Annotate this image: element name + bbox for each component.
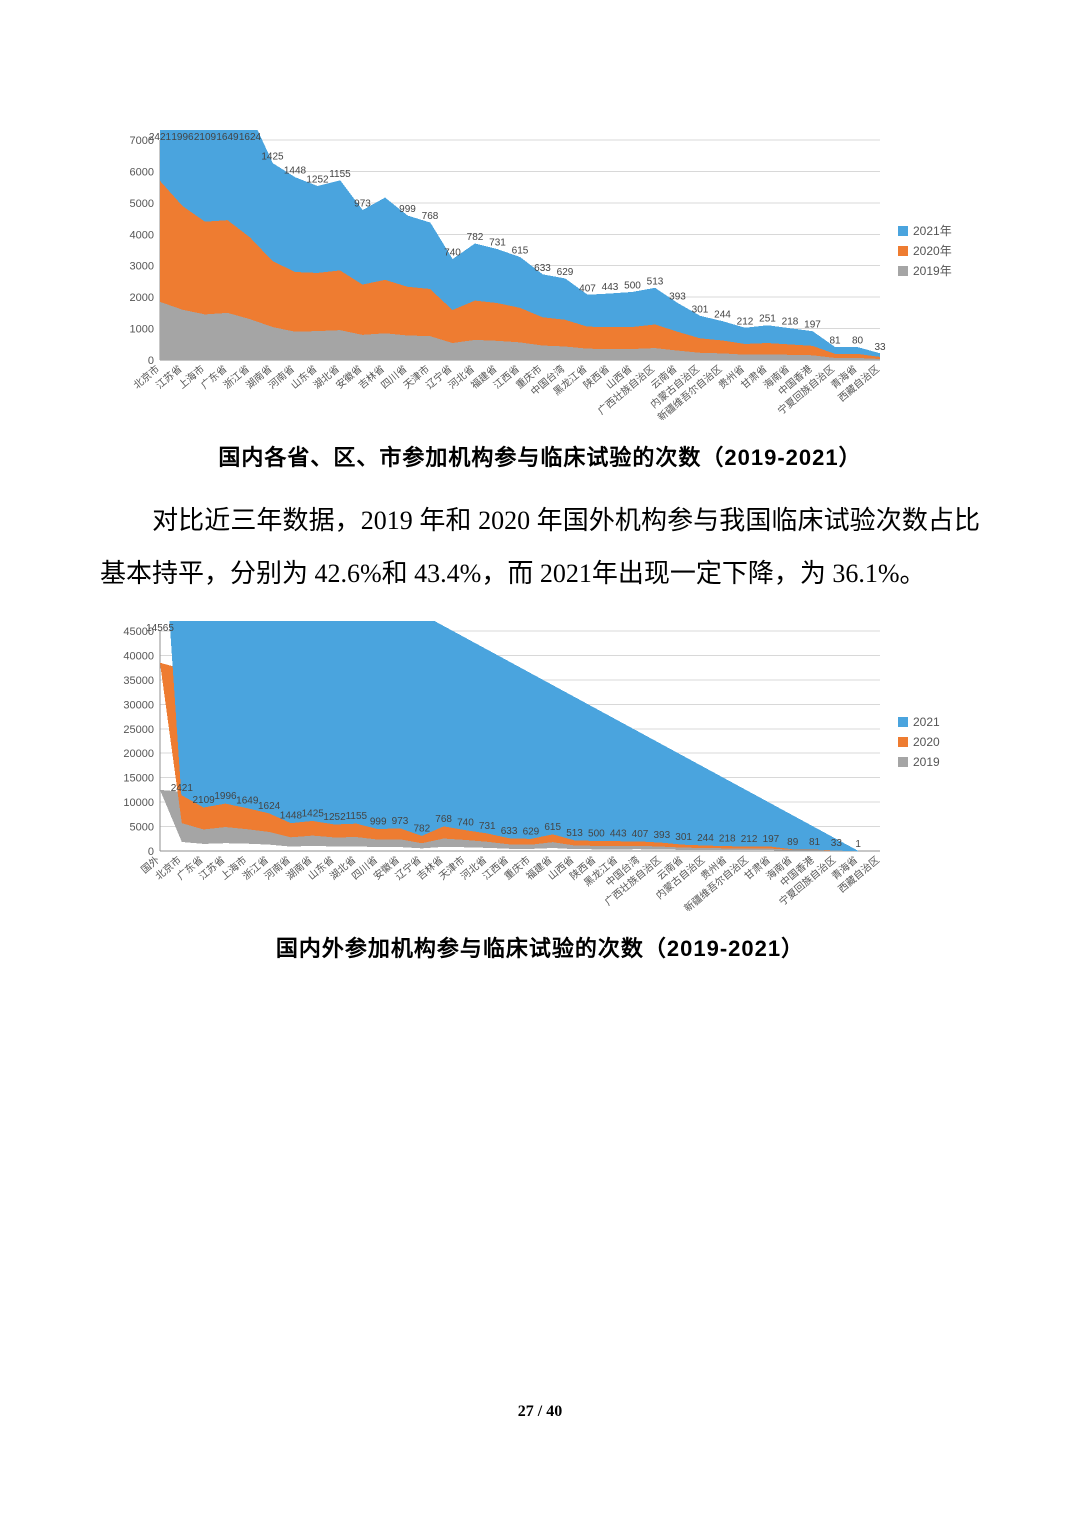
svg-text:197: 197 <box>804 320 821 331</box>
svg-text:1000: 1000 <box>130 324 154 336</box>
svg-text:973: 973 <box>354 199 371 210</box>
svg-text:30000: 30000 <box>123 699 154 711</box>
svg-text:15000: 15000 <box>123 772 154 784</box>
svg-text:218: 218 <box>719 833 736 844</box>
svg-text:2020: 2020 <box>913 735 940 749</box>
chart2-svg: 0500010000150002000025000300003500040000… <box>105 621 975 911</box>
svg-text:407: 407 <box>632 829 649 840</box>
svg-text:89: 89 <box>787 836 799 847</box>
svg-text:244: 244 <box>697 833 714 844</box>
svg-text:768: 768 <box>435 813 452 824</box>
svg-text:500: 500 <box>588 828 605 839</box>
svg-text:999: 999 <box>399 204 416 215</box>
chart1-container: 01000200030004000500060007000北京市江苏省上海市广东… <box>100 130 980 420</box>
svg-text:1624: 1624 <box>258 800 281 811</box>
chart1-svg: 01000200030004000500060007000北京市江苏省上海市广东… <box>105 130 975 420</box>
svg-text:740: 740 <box>444 248 461 259</box>
svg-text:1448: 1448 <box>284 166 307 177</box>
svg-text:197: 197 <box>763 834 780 845</box>
svg-text:2109: 2109 <box>193 795 216 806</box>
svg-text:81: 81 <box>809 837 821 848</box>
svg-text:2019: 2019 <box>913 755 940 769</box>
svg-text:212: 212 <box>737 316 754 327</box>
svg-text:513: 513 <box>647 276 664 287</box>
svg-text:20000: 20000 <box>123 748 154 760</box>
svg-text:973: 973 <box>392 815 409 826</box>
svg-text:4000: 4000 <box>130 229 154 241</box>
svg-text:10000: 10000 <box>123 797 154 809</box>
svg-text:2421: 2421 <box>149 132 172 143</box>
svg-text:768: 768 <box>422 211 439 222</box>
svg-text:500: 500 <box>624 280 641 291</box>
svg-text:1448: 1448 <box>280 810 303 821</box>
svg-text:1649: 1649 <box>236 795 259 806</box>
page-footer: 27 / 40 <box>100 1403 980 1421</box>
svg-text:1425: 1425 <box>261 152 284 163</box>
page-number: 27 <box>518 1403 534 1420</box>
svg-text:80: 80 <box>852 336 864 347</box>
svg-text:1252: 1252 <box>323 812 346 823</box>
svg-text:443: 443 <box>610 828 627 839</box>
svg-text:731: 731 <box>479 821 496 832</box>
svg-text:301: 301 <box>675 832 692 843</box>
svg-text:1252: 1252 <box>306 175 329 186</box>
svg-text:615: 615 <box>544 821 561 832</box>
chart2-caption: 国内外参加机构参与临床试验的次数（2019-2021） <box>100 931 980 963</box>
svg-text:6000: 6000 <box>130 166 154 178</box>
svg-text:782: 782 <box>413 823 430 834</box>
svg-text:740: 740 <box>457 817 474 828</box>
svg-text:407: 407 <box>579 283 596 294</box>
chart1-caption: 国内各省、区、市参加机构参与临床试验的次数（2019-2021） <box>100 440 980 472</box>
svg-text:1155: 1155 <box>329 169 351 180</box>
svg-text:782: 782 <box>467 232 484 243</box>
svg-text:251: 251 <box>759 314 776 325</box>
svg-text:40000: 40000 <box>123 650 154 662</box>
svg-text:443: 443 <box>602 282 619 293</box>
svg-text:393: 393 <box>653 830 670 841</box>
svg-text:5000: 5000 <box>130 198 154 210</box>
chart2-container: 0500010000150002000025000300003500040000… <box>100 621 980 911</box>
svg-text:244: 244 <box>714 310 731 321</box>
svg-text:393: 393 <box>669 291 686 302</box>
body-paragraph: 对比近三年数据，2019 年和 2020 年国外机构参与我国临床试验次数占比基本… <box>100 494 980 601</box>
svg-text:1996: 1996 <box>214 791 237 802</box>
svg-text:1425: 1425 <box>302 808 325 819</box>
svg-text:629: 629 <box>523 826 540 837</box>
svg-text:615: 615 <box>512 246 529 257</box>
svg-text:1155: 1155 <box>346 811 368 822</box>
svg-text:2109: 2109 <box>194 132 217 143</box>
svg-text:513: 513 <box>566 827 583 838</box>
svg-text:301: 301 <box>692 304 709 315</box>
page-total: 40 <box>546 1403 562 1420</box>
svg-text:33: 33 <box>831 838 843 849</box>
svg-text:81: 81 <box>829 336 841 347</box>
page-sep: / <box>534 1403 546 1420</box>
svg-text:633: 633 <box>501 825 518 836</box>
svg-text:33: 33 <box>874 342 886 353</box>
paragraph-text: 对比近三年数据，2019 年和 2020 年国外机构参与我国临床试验次数占比基本… <box>100 506 980 588</box>
svg-text:2019年: 2019年 <box>913 264 952 278</box>
svg-text:25000: 25000 <box>123 723 154 735</box>
svg-text:3000: 3000 <box>130 261 154 273</box>
svg-text:1624: 1624 <box>239 132 262 143</box>
svg-text:731: 731 <box>489 238 506 249</box>
svg-text:2421: 2421 <box>171 782 194 793</box>
svg-text:5000: 5000 <box>130 821 154 833</box>
svg-text:1649: 1649 <box>216 132 239 143</box>
svg-text:2021年: 2021年 <box>913 224 952 238</box>
svg-text:2000: 2000 <box>130 292 154 304</box>
svg-text:633: 633 <box>534 263 551 274</box>
svg-text:1: 1 <box>855 838 861 849</box>
svg-text:14565: 14565 <box>146 623 174 634</box>
svg-text:2021: 2021 <box>913 715 940 729</box>
svg-text:218: 218 <box>782 317 799 328</box>
svg-text:999: 999 <box>370 816 387 827</box>
svg-text:629: 629 <box>557 267 574 278</box>
svg-text:2020年: 2020年 <box>913 244 952 258</box>
svg-text:212: 212 <box>741 834 758 845</box>
svg-text:35000: 35000 <box>123 674 154 686</box>
svg-text:1996: 1996 <box>171 132 194 143</box>
